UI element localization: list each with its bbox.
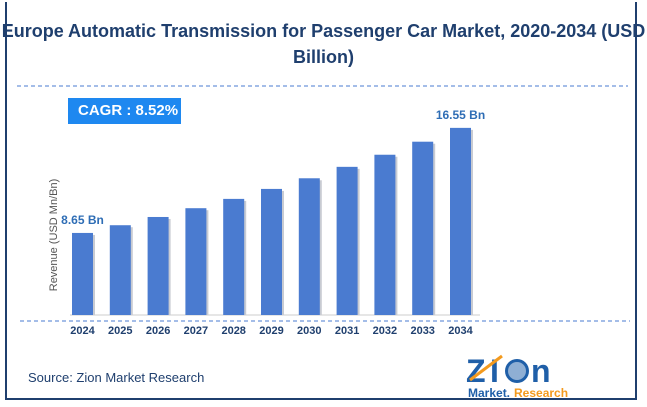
chart-frame xyxy=(5,2,637,400)
bar-2026 xyxy=(147,216,169,315)
data-label: 8.65 Bn xyxy=(61,213,104,227)
x-tick-label: 2027 xyxy=(184,325,208,337)
x-tick-label: 2033 xyxy=(410,325,434,337)
chart-title: Europe Automatic Transmission for Passen… xyxy=(1,21,646,67)
x-tick-label: 2030 xyxy=(297,325,321,337)
source-note: Source: Zion Market Research xyxy=(28,370,205,385)
x-tick-label: 2028 xyxy=(221,325,245,337)
y-axis-label: Revenue (USD Mn/Bn) xyxy=(48,179,60,292)
x-tick-label: 2024 xyxy=(70,325,95,337)
bar-2027 xyxy=(185,208,207,315)
x-tick-label: 2025 xyxy=(108,325,132,337)
zion-logo: Z I n Market. Research xyxy=(466,353,568,400)
x-tick-label: 2026 xyxy=(146,325,170,337)
bar-2031 xyxy=(336,166,358,315)
x-tick-label: 2034 xyxy=(448,325,473,337)
data-label: 16.55 Bn xyxy=(436,108,485,122)
bar-2030 xyxy=(298,178,320,315)
x-tick-label: 2031 xyxy=(335,325,359,337)
x-tick-label: 2029 xyxy=(259,325,283,337)
bar-2024 xyxy=(72,232,93,315)
svg-text:n: n xyxy=(531,353,551,389)
bar-2025 xyxy=(109,225,131,315)
svg-text:Market.: Market. xyxy=(468,386,510,400)
svg-text:Research: Research xyxy=(514,386,568,400)
bar-2028 xyxy=(223,198,245,315)
bar-2033 xyxy=(412,141,434,315)
svg-text:I: I xyxy=(490,353,499,389)
bar-2029 xyxy=(261,188,282,315)
bar-2034 xyxy=(450,127,471,315)
x-tick-label: 2032 xyxy=(373,325,397,337)
cagr-badge: CAGR : 8.52% xyxy=(68,98,181,124)
bar-2032 xyxy=(374,154,396,315)
